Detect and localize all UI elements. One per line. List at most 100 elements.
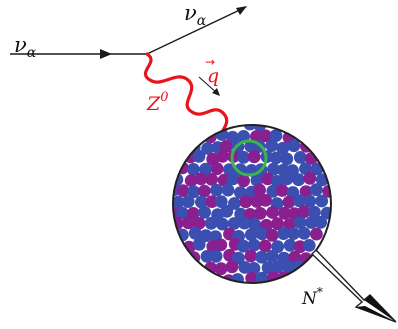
proton [198, 205, 212, 219]
neutron [247, 150, 261, 164]
proton [309, 183, 323, 197]
proton [227, 217, 241, 230]
proton [255, 250, 269, 264]
proton [237, 130, 251, 143]
nucleus [172, 124, 332, 284]
neutron [278, 206, 291, 220]
proton [277, 227, 290, 241]
proton [195, 195, 208, 209]
neutron [194, 172, 208, 186]
proton [226, 130, 240, 144]
neutron [184, 174, 198, 188]
proton [255, 227, 269, 241]
momentum-label: q → [205, 55, 219, 87]
proton [265, 139, 279, 153]
proton [308, 205, 321, 219]
neutron [244, 249, 258, 263]
proton [200, 250, 214, 263]
proton [282, 260, 295, 274]
neutron [297, 205, 311, 219]
proton [302, 239, 316, 252]
neutron [265, 228, 279, 242]
proton [292, 173, 305, 187]
neutron [181, 216, 195, 230]
neutron [192, 217, 206, 230]
svg-text:να: να [184, 1, 207, 29]
proton [192, 237, 206, 251]
proton [293, 151, 307, 164]
proton [201, 142, 215, 155]
proton [271, 240, 285, 254]
excited-nucleus-label: N* [301, 285, 323, 309]
incoming-neutrino-label: να [14, 33, 37, 61]
proton [280, 172, 294, 186]
proton [247, 262, 261, 275]
proton [250, 173, 264, 187]
incoming-neutrino-line [10, 49, 147, 59]
proton [237, 150, 251, 164]
neutron [275, 184, 289, 197]
proton [293, 194, 306, 208]
proton [293, 216, 307, 230]
proton [188, 226, 202, 240]
proton [314, 215, 328, 229]
svg-text:Z0: Z0 [146, 90, 168, 115]
proton [297, 226, 311, 240]
neutron [250, 130, 263, 143]
proton [204, 216, 218, 230]
outgoing-neutrino-line [146, 6, 247, 55]
neutron [322, 185, 331, 198]
z-boson-label: Z0 [146, 90, 168, 115]
neutron [206, 152, 220, 166]
proton [226, 172, 240, 186]
proton [216, 217, 229, 231]
neutron [266, 206, 279, 219]
neutron [310, 227, 323, 241]
proton [238, 216, 251, 230]
proton [287, 227, 300, 241]
neutron [303, 171, 317, 185]
nucleons [173, 125, 331, 283]
proton [181, 195, 195, 209]
proton [299, 162, 312, 176]
proton [199, 162, 213, 176]
proton [187, 185, 201, 199]
proton [265, 249, 279, 263]
svg-text:να: να [14, 33, 37, 61]
momentum-transfer-arrow [198, 76, 220, 96]
proton [271, 260, 285, 274]
proton [244, 228, 258, 242]
proton [220, 204, 234, 218]
proton [209, 249, 223, 263]
neutron [205, 173, 219, 186]
proton [175, 206, 189, 220]
outgoing-arrowhead [236, 6, 247, 15]
proton [192, 149, 206, 163]
neutron [271, 217, 284, 231]
proton [266, 184, 280, 198]
proton [303, 194, 317, 208]
neutron [205, 195, 219, 209]
neutron [214, 238, 228, 252]
proton [187, 163, 200, 176]
proton [305, 216, 318, 229]
neutron [253, 207, 267, 220]
outgoing-neutrino-label: να [184, 1, 207, 29]
neutron [214, 262, 228, 276]
struck-nucleon-ring [230, 139, 268, 177]
proton [214, 195, 228, 209]
proton [287, 139, 301, 153]
recoiling-nucleus-arrow [310, 248, 397, 323]
proton [283, 238, 297, 252]
proton [231, 273, 245, 283]
neutron [225, 260, 239, 274]
neutron [237, 174, 251, 188]
svg-text:N*: N* [301, 285, 323, 309]
proton [269, 151, 283, 165]
neutron [258, 239, 272, 253]
neutron [282, 195, 296, 209]
neutron [210, 162, 224, 176]
neutron [176, 184, 190, 198]
proton [173, 195, 185, 209]
